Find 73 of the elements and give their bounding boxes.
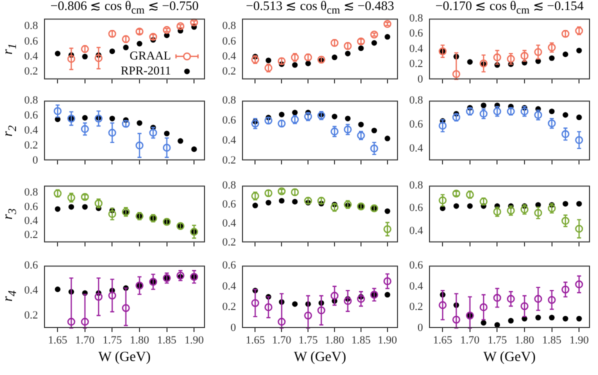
y-tick-label: 0.2	[222, 66, 236, 78]
y-tick-label: 0.6	[409, 259, 424, 272]
x-tick-label: 1.85	[351, 334, 372, 346]
y-tick-label: 0.6	[24, 109, 38, 122]
y-tick-label: 0.6	[222, 114, 236, 126]
y-tick-label: 0.8	[409, 94, 424, 106]
y-tick-label: 0.2	[222, 236, 236, 248]
y-tick-label: 0	[418, 322, 424, 334]
y-tick-label: 0.6	[24, 259, 38, 272]
x-tick-label: 1.70	[272, 334, 292, 346]
y-tick-label: 0.4	[222, 134, 236, 146]
x-tick-label: 1.90	[378, 334, 398, 346]
y-tick-label: 0	[230, 322, 236, 334]
y-tick-label: 0.4	[409, 42, 424, 55]
x-tick-label: 1.85	[157, 334, 177, 346]
x-tick-label: 1.75	[102, 334, 122, 346]
y-tick-label: 0.2	[409, 301, 423, 314]
x-axis-title: W (GeV)	[98, 350, 151, 366]
y-tick-label: 0.8	[409, 179, 424, 192]
y-tick-label: 0.4	[409, 280, 424, 292]
chart-title: −0.806 ≲ cos θ$_{cm}$ ≲ −0.750	[50, 0, 199, 17]
y-tick-label: 0.2	[24, 229, 38, 242]
x-tick-label: 1.90	[184, 334, 204, 346]
y-tick-label: 0.4	[24, 50, 38, 62]
x-tick-label: 1.90	[569, 334, 590, 346]
x-tick-label: 1.70	[460, 334, 480, 346]
y-tick-label: 0.6	[409, 202, 424, 214]
x-axis-title: W (GeV)	[294, 350, 346, 366]
y-tick-label: 0.2	[409, 58, 423, 70]
y-tick-label: 0.8	[24, 20, 38, 32]
y-tick-label: 0.4	[24, 214, 38, 227]
y-tick-label: 0.4	[222, 280, 236, 292]
y-tick-label: 0.4	[24, 124, 38, 136]
y-tick-label: 0.4	[409, 142, 424, 154]
y-tick-label: 0.2	[24, 66, 38, 78]
y-tick-label: 0.2	[24, 309, 38, 322]
y-tick-label: 0.6	[409, 28, 424, 40]
y-tick-label: 0.8	[222, 20, 236, 32]
y-tick-label: 0	[418, 73, 424, 86]
y-tick-label: 0.8	[409, 12, 424, 24]
x-tick-label: 1.80	[324, 334, 345, 346]
y-tick-label: 0.6	[222, 259, 236, 272]
y-tick-label: 0.2	[222, 301, 236, 314]
x-tick-label: 1.65	[433, 334, 453, 346]
chart-title: −0.513 ≲ cos θ$_{cm}$ ≲ −0.483	[246, 0, 394, 17]
x-tick-label: 1.65	[48, 334, 68, 346]
y-tick-label: 0.6	[222, 198, 236, 210]
x-tick-label: 1.70	[75, 334, 96, 346]
x-tick-label: 1.80	[514, 334, 535, 346]
x-tick-label: 1.65	[246, 334, 266, 346]
y-tick-label: 0.8	[222, 179, 236, 192]
legend-label: GRAAL	[130, 48, 171, 63]
y-tick-label: 0.8	[24, 186, 38, 199]
x-tick-label: 1.80	[130, 334, 150, 346]
x-tick-label: 1.85	[542, 334, 562, 346]
chart-title: −0.170 ≲ cos θ$_{cm}$ ≲ −0.154	[435, 0, 584, 17]
y-tick-label: 0.6	[24, 200, 38, 213]
y-tick-label: 0.6	[24, 35, 38, 48]
y-tick-label: 0.6	[409, 118, 424, 130]
y-tick-label: 0.8	[222, 94, 236, 106]
y-tick-label: 0.6	[222, 35, 236, 48]
y-tick-label: 0.4	[222, 217, 236, 230]
y-tick-label: 0.4	[24, 284, 38, 296]
x-tick-label: 1.75	[488, 334, 508, 346]
y-tick-label: 0.2	[24, 139, 38, 152]
y-tick-label: 0.4	[222, 50, 236, 62]
x-tick-label: 1.75	[298, 334, 318, 346]
x-axis-title: W (GeV)	[483, 350, 536, 366]
y-tick-label: 0.2	[222, 154, 236, 166]
legend-label: RPR-2011	[120, 64, 171, 78]
y-tick-label: 0.8	[24, 94, 38, 106]
y-tick-label: 0	[32, 154, 38, 166]
y-tick-label: 0.4	[409, 224, 424, 237]
